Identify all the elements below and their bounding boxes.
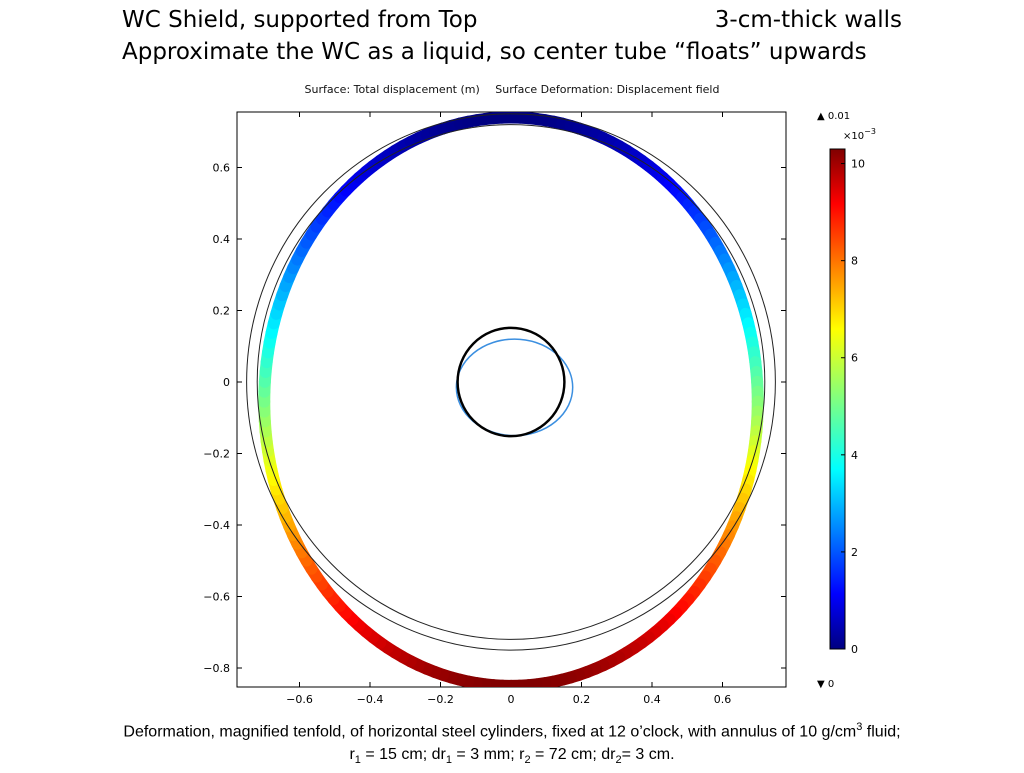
y-tick-label: −0.8 [203,662,230,675]
colorbar-max-label: ▲ 0.01 [817,111,850,122]
y-tick-label: 0.2 [213,305,231,318]
colorbar-tick-label: 6 [851,352,858,365]
caption-part2: fluid; [862,723,900,740]
caption-r2-val: = 72 cm; [531,746,602,763]
x-tick-label: 0.2 [573,693,591,706]
y-tick-label: −0.4 [203,519,230,532]
caption-dr1-val: = 3 mm; [452,746,519,763]
x-tick-label: 0.6 [714,693,732,706]
colorbar-tick-label: 10 [851,158,865,171]
x-tick-label: −0.2 [427,693,454,706]
caption-dr2-val: = 3 cm. [622,746,675,763]
colorbar-tick-label: 0 [851,643,858,656]
colorbar-min-label: ▼ 0 [817,679,834,690]
colorbar-tick-label: 2 [851,546,858,559]
colorbar-tick-label: 8 [851,255,858,268]
x-tick-label: 0.4 [643,693,661,706]
colorbar-multiplier-exp: −3 [864,127,876,136]
y-tick-label: 0.6 [213,162,231,175]
caption-line-1: Deformation, magnified tenfold, of horiz… [0,716,1024,743]
x-tick-label: 0 [508,693,515,706]
x-tick-label: −0.6 [286,693,313,706]
y-tick-label: −0.6 [203,591,230,604]
colorbar-multiplier: ×10−3 [843,127,876,142]
caption-dr1-sym: dr [432,746,446,763]
colorbar-multiplier-base: ×10 [843,131,864,142]
colorbar-tick-label: 4 [851,449,858,462]
y-tick-label: −0.2 [203,448,230,461]
colorbar [830,149,845,649]
caption-part1: Deformation, magnified tenfold, of horiz… [123,723,856,740]
y-tick-label: 0.4 [213,233,231,246]
caption-r1-val: = 15 cm; [361,746,432,763]
caption-line-2: r1 = 15 cm; dr1 = 3 mm; r2 = 72 cm; dr2=… [0,743,1024,772]
slide-caption: Deformation, magnified tenfold, of horiz… [0,716,1024,773]
caption-dr2-sym: dr [601,746,615,763]
x-tick-label: −0.4 [357,693,384,706]
y-tick-label: 0 [223,376,230,389]
